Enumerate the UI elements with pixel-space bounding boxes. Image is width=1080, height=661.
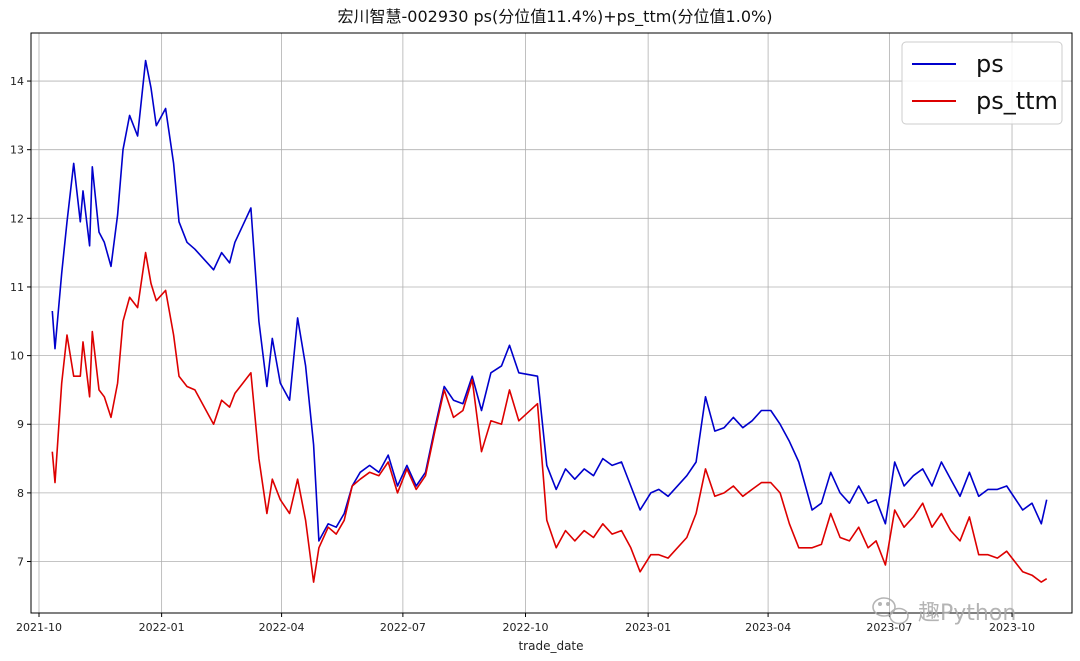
y-axis: 7 8 9 10 11 12 13 14 bbox=[10, 75, 31, 569]
x-tick-label: 2021-10 bbox=[16, 621, 62, 634]
y-tick-label: 14 bbox=[10, 75, 24, 88]
y-tick-label: 13 bbox=[10, 144, 24, 157]
watermark: 趣Python bbox=[872, 597, 1016, 626]
plot-frame bbox=[30, 32, 1073, 614]
x-tick-label: 2022-07 bbox=[380, 621, 426, 634]
legend-label-ps: ps bbox=[976, 50, 1004, 78]
y-tick-label: 8 bbox=[17, 487, 24, 500]
y-tick-label: 9 bbox=[17, 418, 24, 431]
x-tick-label: 2022-04 bbox=[259, 621, 305, 634]
x-tick-label: 2023-04 bbox=[745, 621, 791, 634]
series-line-ps bbox=[51, 59, 1048, 542]
legend-box bbox=[901, 41, 1063, 125]
grid bbox=[31, 33, 1072, 613]
watermark-text: 趣Python bbox=[918, 601, 1016, 626]
series-line-ps-ttm bbox=[51, 251, 1048, 583]
x-axis: 2021-10 2022-01 2022-04 2022-07 2022-10 2023-… bbox=[16, 613, 1035, 634]
y-tick-label: 12 bbox=[10, 212, 24, 225]
y-tick-label: 10 bbox=[10, 350, 24, 363]
wechat-icon bbox=[872, 597, 909, 625]
x-tick-label: 2023-07 bbox=[866, 621, 912, 634]
x-tick-label: 2023-01 bbox=[625, 621, 671, 634]
series-group bbox=[51, 59, 1048, 583]
y-tick-label: 11 bbox=[10, 281, 24, 294]
x-tick-label: 2022-10 bbox=[503, 621, 549, 634]
y-tick-label: 7 bbox=[17, 556, 24, 569]
legend-label-ps-ttm: ps_ttm bbox=[976, 87, 1058, 115]
legend: ps ps_ttm bbox=[901, 41, 1063, 125]
x-tick-label: 2022-01 bbox=[139, 621, 185, 634]
chart-title: 宏川智慧-002930 ps(分位值11.4%)+ps_ttm(分位值1.0%) bbox=[338, 7, 773, 27]
x-axis-title: trade_date bbox=[518, 639, 583, 653]
x-tick-label: 2023-10 bbox=[989, 621, 1035, 634]
